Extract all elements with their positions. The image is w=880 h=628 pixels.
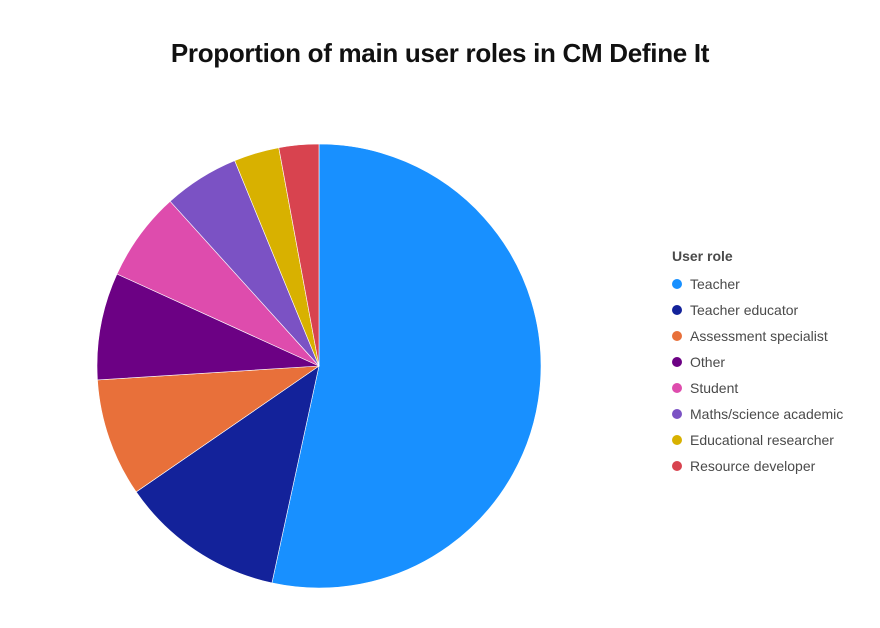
legend-item-other[interactable]: Other (672, 349, 843, 375)
legend-swatch (672, 305, 682, 315)
legend-item-educational-researcher[interactable]: Educational researcher (672, 427, 843, 453)
legend-label: Student (690, 380, 739, 396)
legend-item-assessment-specialist[interactable]: Assessment specialist (672, 323, 843, 349)
legend-swatch (672, 409, 682, 419)
legend-item-teacher[interactable]: Teacher (672, 271, 843, 297)
legend-swatch (672, 279, 682, 289)
pie-slice-resource-developer[interactable] (278, 143, 320, 367)
legend-swatch (672, 383, 682, 393)
legend-label: Resource developer (690, 458, 816, 474)
legend-item-teacher-educator[interactable]: Teacher educator (672, 297, 843, 323)
legend-swatch (672, 357, 682, 367)
legend-swatch (672, 461, 682, 471)
legend-label: Maths/science academic (690, 406, 844, 422)
legend-swatch (672, 331, 682, 341)
legend-label: Teacher educator (690, 302, 799, 318)
legend: User role Teacher Teacher educator Assessm… (672, 248, 843, 479)
pie-slice-other[interactable] (96, 273, 320, 381)
legend-label: Other (690, 354, 726, 370)
legend-item-maths-science-academic[interactable]: Maths/science academic (672, 401, 843, 427)
legend-label: Educational researcher (690, 432, 834, 448)
chart-title: Proportion of main user roles in CM Defi… (170, 38, 710, 68)
pie-slice-teacher-educator[interactable] (135, 365, 320, 584)
pie-slice-assessment-specialist[interactable] (97, 365, 321, 493)
legend-label: Assessment specialist (690, 328, 828, 344)
legend-title: User role (672, 248, 733, 264)
legend-item-student[interactable]: Student (672, 375, 843, 401)
legend-item-resource-developer[interactable]: Resource developer (672, 453, 843, 479)
pie-slice-teacher[interactable] (271, 143, 542, 589)
legend-label: Teacher (690, 276, 740, 292)
legend-items: Teacher Teacher educator Assessment specia… (672, 271, 843, 479)
legend-swatch (672, 435, 682, 445)
